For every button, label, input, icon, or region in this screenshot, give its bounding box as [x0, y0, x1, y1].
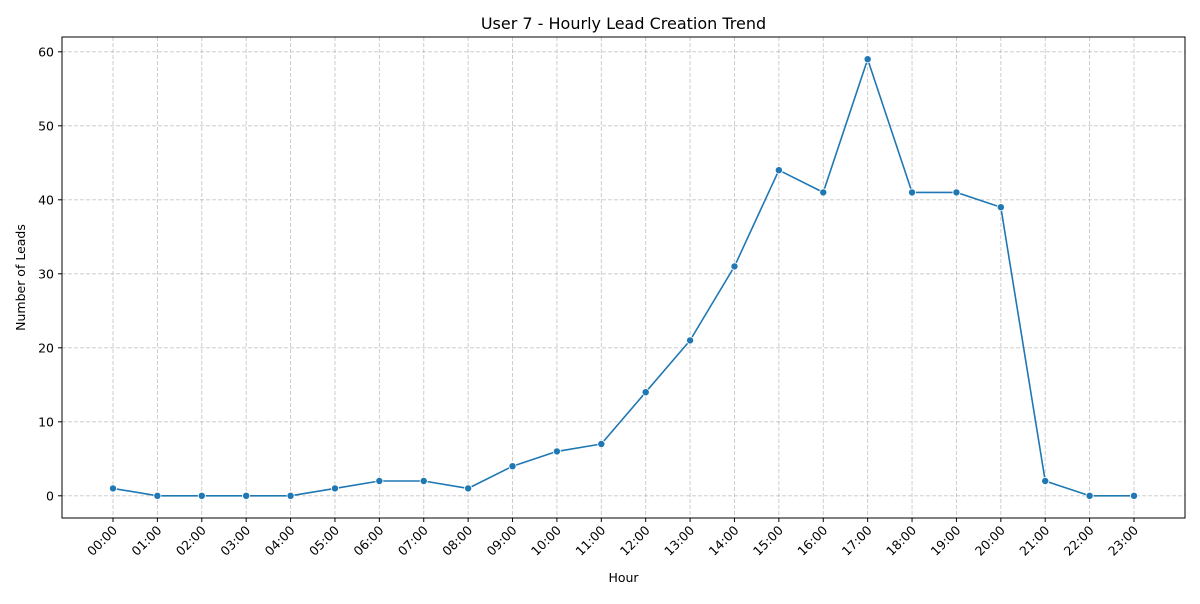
x-tick-label: 19:00	[927, 522, 963, 558]
data-point	[1130, 491, 1139, 500]
data-point	[419, 476, 428, 485]
x-axis-label: Hour	[608, 570, 639, 585]
y-axis-label: Number of Leads	[13, 224, 28, 331]
x-tick-label: 00:00	[84, 522, 120, 558]
x-tick-label: 21:00	[1016, 522, 1052, 558]
x-tick-label: 18:00	[883, 522, 919, 558]
x-tick-label: 11:00	[572, 522, 608, 558]
data-point	[641, 388, 650, 397]
data-point	[197, 491, 206, 500]
x-tick-label: 10:00	[528, 522, 564, 558]
y-tick-label: 30	[38, 266, 54, 281]
data-point	[730, 262, 739, 271]
plot-frame	[61, 36, 1186, 519]
x-tick-label: 14:00	[706, 522, 742, 558]
series-line	[112, 58, 1135, 497]
data-point	[863, 55, 872, 64]
data-point	[819, 188, 828, 197]
x-tick-label: 09:00	[484, 522, 520, 558]
x-tick-label: 04:00	[262, 522, 298, 558]
data-point	[242, 491, 251, 500]
y-tick-label: 40	[38, 192, 54, 207]
data-point	[153, 491, 162, 500]
x-tick-label: 07:00	[395, 522, 431, 558]
x-tick-label: 16:00	[794, 522, 830, 558]
data-point	[597, 439, 606, 448]
data-point	[908, 188, 917, 197]
x-tick-label: 05:00	[306, 522, 342, 558]
data-point	[330, 484, 339, 493]
data-point	[552, 447, 561, 456]
x-tick-label: 17:00	[839, 522, 875, 558]
x-tick-label: 01:00	[128, 522, 164, 558]
data-point	[109, 484, 118, 493]
x-tick-label: 06:00	[350, 522, 386, 558]
y-axis-ticks: 0 10 20 30 40 50 60	[38, 44, 62, 503]
x-tick-label: 08:00	[439, 522, 475, 558]
chart-title: User 7 - Hourly Lead Creation Trend	[481, 14, 766, 33]
x-tick-label: 13:00	[661, 522, 697, 558]
x-tick-label: 20:00	[972, 522, 1008, 558]
x-tick-label: 15:00	[750, 522, 786, 558]
y-tick-label: 50	[38, 118, 54, 133]
y-tick-label: 60	[38, 44, 54, 59]
series-layer	[109, 55, 1139, 500]
data-point	[686, 336, 695, 345]
x-tick-label: 12:00	[617, 522, 653, 558]
data-point	[286, 491, 295, 500]
y-tick-label: 10	[38, 414, 54, 429]
data-point	[508, 462, 517, 471]
grid	[62, 37, 1185, 518]
x-tick-label: 02:00	[173, 522, 209, 558]
data-point	[774, 166, 783, 175]
data-point	[1085, 491, 1094, 500]
data-point	[996, 203, 1005, 212]
x-tick-label: 23:00	[1105, 522, 1141, 558]
y-tick-label: 0	[46, 488, 54, 503]
x-tick-label: 03:00	[217, 522, 253, 558]
data-point	[464, 484, 473, 493]
data-point	[952, 188, 961, 197]
y-tick-label: 20	[38, 340, 54, 355]
data-point	[1041, 476, 1050, 485]
data-point	[375, 476, 384, 485]
x-tick-label: 22:00	[1061, 522, 1097, 558]
x-axis-ticks: 00:00 01:00 02:00 03:00 04:00 05:00 06:00 07:00…	[84, 518, 1141, 559]
